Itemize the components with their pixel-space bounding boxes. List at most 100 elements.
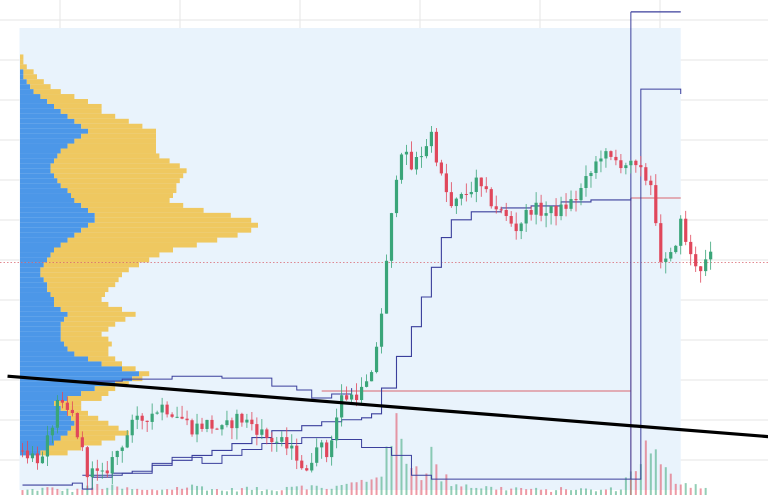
candle-body xyxy=(534,202,538,215)
profile-bar-sell xyxy=(50,292,105,297)
candle-body xyxy=(579,187,583,201)
profile-bar-buy xyxy=(20,163,51,169)
volume-bar xyxy=(375,477,378,495)
volume-bar xyxy=(215,489,218,495)
volume-bar xyxy=(664,467,667,495)
volume-bar xyxy=(599,489,602,495)
volume-bar xyxy=(649,453,652,495)
profile-bar-sell xyxy=(64,341,112,347)
volume-bar xyxy=(535,487,538,495)
volume-bar xyxy=(644,440,647,495)
candle-body xyxy=(160,404,164,413)
candle-body xyxy=(559,204,563,217)
profile-bar-buy xyxy=(20,193,71,198)
volume-bar xyxy=(220,490,223,495)
profile-bar-sell xyxy=(60,306,122,312)
candle-body xyxy=(634,160,638,166)
volume-bar xyxy=(171,489,174,495)
candle-body xyxy=(599,158,603,162)
profile-bar-buy xyxy=(20,346,68,352)
profile-bar-sell xyxy=(71,415,99,421)
candle-body xyxy=(544,213,548,216)
candle-body xyxy=(310,462,314,471)
candle-body xyxy=(679,218,683,246)
profile-bar-buy xyxy=(20,292,51,297)
volume-bar xyxy=(704,487,707,495)
profile-bar-buy xyxy=(20,69,24,75)
profile-bar-buy xyxy=(20,84,31,90)
candle-body xyxy=(369,372,374,382)
volume-bar xyxy=(51,487,54,495)
profile-bar-buy xyxy=(20,262,44,268)
profile-bar-sell xyxy=(60,108,102,114)
profile-bar-buy xyxy=(20,420,75,426)
profile-bar-buy xyxy=(20,336,61,342)
volume-bar xyxy=(260,491,263,495)
candle-body xyxy=(574,199,578,201)
candle-body xyxy=(130,419,134,436)
profile-bar-sell xyxy=(74,351,109,357)
candle-body xyxy=(639,165,643,168)
profile-bar-sell xyxy=(94,212,231,218)
volume-bar xyxy=(255,487,258,495)
candle-body xyxy=(699,266,703,272)
profile-bar-sell xyxy=(60,435,116,441)
volume-bar xyxy=(370,479,373,495)
volume-bar xyxy=(41,487,44,495)
profile-bar-buy xyxy=(20,133,82,139)
candle-body xyxy=(105,470,109,474)
volume-bar xyxy=(475,487,478,495)
volume-bar xyxy=(510,488,513,495)
profile-bar-sell xyxy=(54,440,102,446)
volume-bar xyxy=(425,473,428,495)
candle-body xyxy=(70,409,74,414)
candle-body xyxy=(594,161,598,173)
volume-bar xyxy=(300,485,303,495)
volume-bar xyxy=(305,489,308,495)
candle-body xyxy=(30,453,35,459)
volume-bar xyxy=(36,490,39,495)
profile-bar-sell xyxy=(40,94,75,99)
candle-body xyxy=(689,241,693,255)
candlesticks xyxy=(20,125,713,489)
volume-bar xyxy=(71,491,74,495)
candle-body xyxy=(335,417,339,441)
candle-body xyxy=(240,413,244,423)
profile-bar-sell xyxy=(64,316,126,322)
volume-bar xyxy=(365,481,368,495)
volume-bar xyxy=(455,484,458,495)
candle-body xyxy=(230,420,234,429)
profile-bar-buy xyxy=(20,410,68,416)
candle-body xyxy=(614,156,618,161)
profile-bar-sell xyxy=(60,183,177,189)
candle-body xyxy=(414,157,419,170)
profile-bar-sell xyxy=(60,242,197,248)
volume-bar xyxy=(340,484,343,495)
profile-bar-sell xyxy=(26,79,44,85)
volume-bar xyxy=(589,489,592,495)
profile-bar-sell xyxy=(47,445,82,451)
candle-body xyxy=(285,437,289,449)
profile-bar-sell xyxy=(81,227,252,233)
profile-bar-sell xyxy=(71,425,119,431)
volume-bar xyxy=(111,484,114,495)
candle-body xyxy=(659,223,663,262)
profile-bar-buy xyxy=(20,272,41,278)
volume-bar xyxy=(555,490,558,495)
volume-bar xyxy=(385,446,388,495)
volume-bar xyxy=(91,487,94,495)
volume-bar xyxy=(245,486,248,495)
volume-bar xyxy=(345,483,348,495)
volume-bar xyxy=(669,473,672,495)
profile-bar-sell xyxy=(57,178,180,184)
candle-body xyxy=(359,386,364,401)
volume-bar xyxy=(609,487,612,495)
volume-bar xyxy=(619,489,622,495)
volume-bar xyxy=(285,486,288,495)
volume-bar xyxy=(181,488,184,495)
profile-bar-sell xyxy=(122,366,136,372)
candle-body xyxy=(185,418,189,421)
candle-body xyxy=(519,223,523,232)
volume-bar xyxy=(410,468,413,495)
volume-bar xyxy=(186,487,189,495)
